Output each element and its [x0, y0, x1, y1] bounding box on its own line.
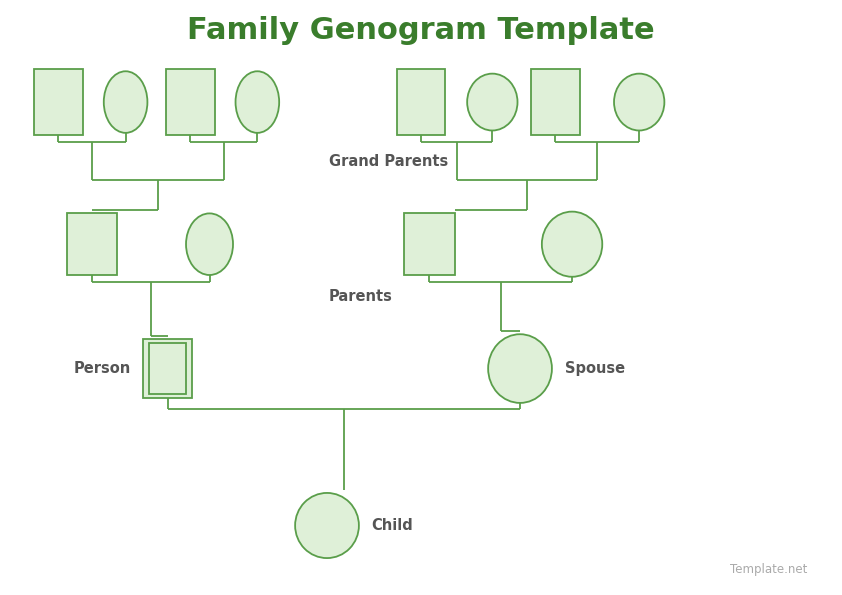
Text: Parents: Parents	[328, 289, 392, 303]
Ellipse shape	[186, 214, 233, 275]
Ellipse shape	[104, 71, 147, 133]
Text: Grand Parents: Grand Parents	[328, 154, 448, 169]
Text: Child: Child	[371, 518, 413, 533]
Text: Person: Person	[73, 361, 131, 376]
Text: Template.net: Template.net	[730, 563, 807, 576]
Ellipse shape	[295, 493, 359, 558]
Ellipse shape	[236, 71, 280, 133]
Ellipse shape	[488, 334, 552, 403]
Text: Spouse: Spouse	[564, 361, 625, 376]
Bar	[67, 213, 117, 275]
Ellipse shape	[542, 212, 602, 277]
Ellipse shape	[614, 74, 664, 130]
Text: Family Genogram Template: Family Genogram Template	[187, 16, 655, 45]
Bar	[149, 343, 186, 394]
Bar	[531, 70, 579, 134]
Bar	[143, 339, 192, 398]
Bar	[404, 213, 455, 275]
Ellipse shape	[467, 74, 518, 130]
Bar	[35, 70, 83, 134]
Bar	[166, 70, 215, 134]
Bar	[397, 70, 445, 134]
